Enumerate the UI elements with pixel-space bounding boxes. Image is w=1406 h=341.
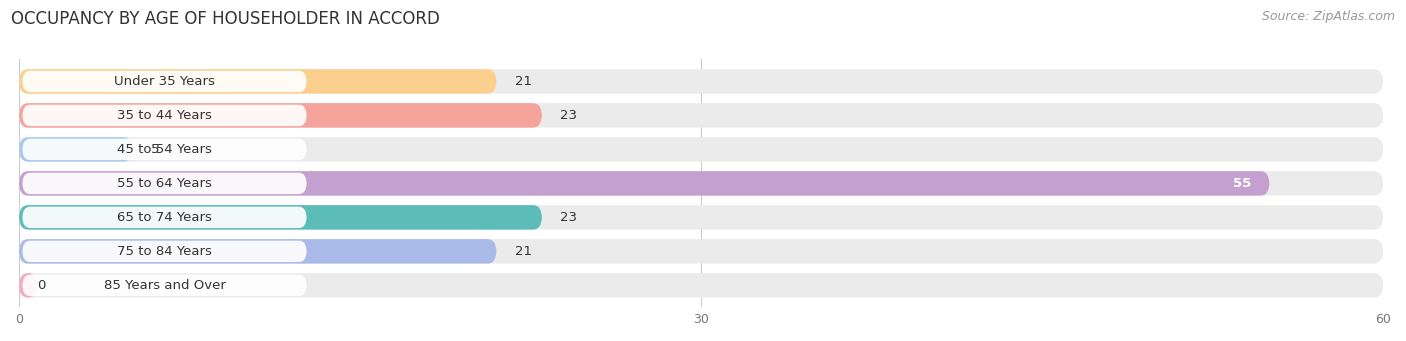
FancyBboxPatch shape (20, 171, 1270, 196)
FancyBboxPatch shape (22, 173, 307, 194)
FancyBboxPatch shape (20, 239, 496, 264)
Text: 65 to 74 Years: 65 to 74 Years (117, 211, 212, 224)
Text: 85 Years and Over: 85 Years and Over (104, 279, 225, 292)
Text: 23: 23 (560, 109, 576, 122)
Text: 21: 21 (515, 245, 531, 258)
FancyBboxPatch shape (20, 69, 1384, 94)
FancyBboxPatch shape (20, 103, 541, 128)
FancyBboxPatch shape (22, 139, 307, 160)
Text: 55: 55 (1233, 177, 1251, 190)
Text: 23: 23 (560, 211, 576, 224)
FancyBboxPatch shape (20, 239, 1384, 264)
Text: 0: 0 (37, 279, 45, 292)
FancyBboxPatch shape (22, 105, 307, 126)
FancyBboxPatch shape (20, 69, 496, 94)
FancyBboxPatch shape (20, 103, 1384, 128)
FancyBboxPatch shape (22, 241, 307, 262)
FancyBboxPatch shape (20, 137, 1384, 162)
FancyBboxPatch shape (22, 275, 307, 296)
FancyBboxPatch shape (20, 205, 1384, 229)
FancyBboxPatch shape (22, 71, 307, 92)
FancyBboxPatch shape (22, 207, 307, 228)
Text: 75 to 84 Years: 75 to 84 Years (117, 245, 212, 258)
FancyBboxPatch shape (20, 205, 541, 229)
Text: 55 to 64 Years: 55 to 64 Years (117, 177, 212, 190)
Text: 35 to 44 Years: 35 to 44 Years (117, 109, 212, 122)
Text: Source: ZipAtlas.com: Source: ZipAtlas.com (1261, 10, 1395, 23)
Text: 21: 21 (515, 75, 531, 88)
Text: OCCUPANCY BY AGE OF HOUSEHOLDER IN ACCORD: OCCUPANCY BY AGE OF HOUSEHOLDER IN ACCOR… (11, 10, 440, 28)
FancyBboxPatch shape (20, 273, 1384, 298)
Text: Under 35 Years: Under 35 Years (114, 75, 215, 88)
Text: 5: 5 (150, 143, 159, 156)
FancyBboxPatch shape (20, 171, 1384, 196)
FancyBboxPatch shape (20, 273, 37, 298)
FancyBboxPatch shape (20, 137, 132, 162)
Text: 45 to 54 Years: 45 to 54 Years (117, 143, 212, 156)
